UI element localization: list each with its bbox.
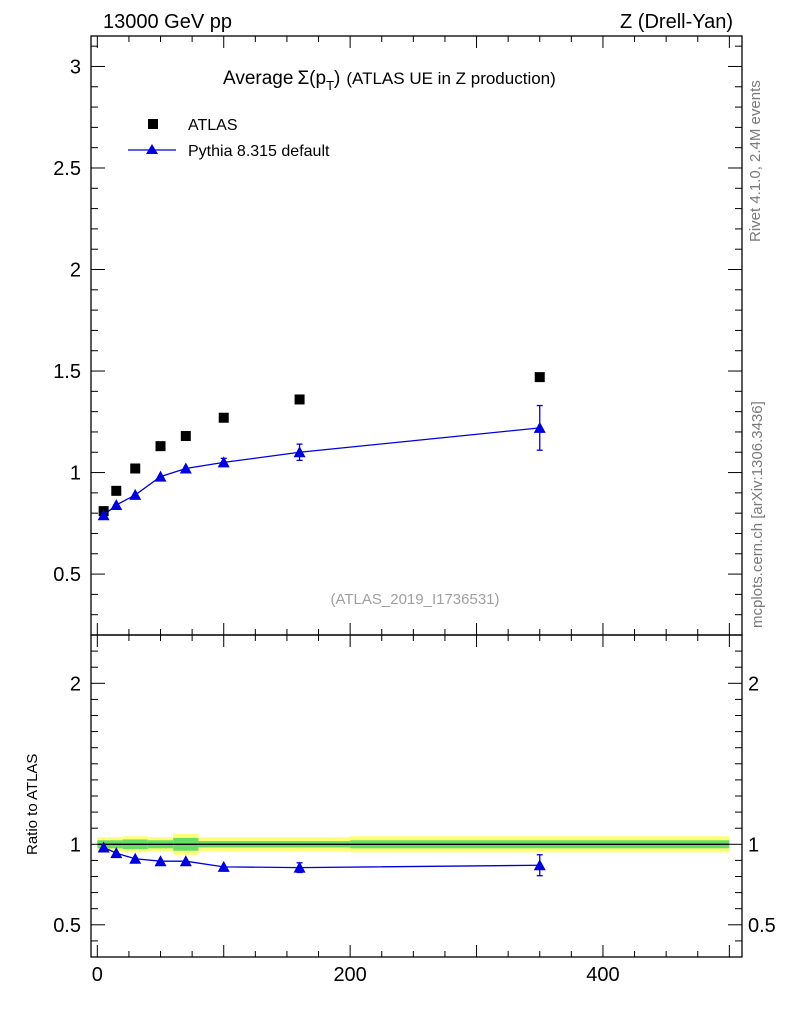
- pythia-ratio-point: [179, 855, 192, 867]
- pythia-data-point: [154, 470, 167, 482]
- rivet-version-label: Rivet 4.1.0, 2.4M events: [747, 80, 764, 242]
- y-tick-label: 2.5: [53, 158, 81, 180]
- header-right-label: Z (Drell-Yan): [620, 11, 733, 33]
- x-tick-label: 200: [333, 964, 366, 986]
- pythia-ratio-point: [154, 855, 167, 867]
- main-plot: 0.5 1 1.5 2 2.5 3: [53, 36, 742, 636]
- legend-pythia-label: Pythia 8.315 default: [188, 143, 330, 160]
- y-tick-label: 1: [70, 463, 81, 485]
- y-tick-label: 1: [70, 834, 81, 856]
- pythia-ratio-point: [97, 841, 110, 853]
- y-tick-label: 3: [70, 56, 81, 78]
- atlas-data-point: [294, 394, 305, 405]
- atlas-data-point: [111, 485, 122, 496]
- pythia-ratio-point: [217, 860, 230, 872]
- pythia-data-point: [293, 446, 306, 458]
- pythia-data-point: [110, 499, 123, 511]
- atlas-data-point: [155, 441, 166, 452]
- pythia-data-point: [533, 421, 546, 433]
- analysis-label: (ATLAS_2019_I1736531): [330, 591, 499, 608]
- atlas-data-point: [534, 372, 545, 383]
- pythia-data-point: [217, 456, 230, 468]
- y-tick-label: 1.5: [53, 361, 81, 383]
- x-tick-label: 0: [92, 964, 103, 986]
- ratio-y-axis-label: Ratio to ATLAS: [24, 754, 41, 855]
- legend: ATLAS Pythia 8.315 default: [128, 117, 330, 160]
- legend-atlas-marker: [148, 119, 158, 129]
- ratio-plot-frame: [90, 634, 743, 958]
- pythia-data-point: [179, 462, 192, 474]
- legend-pythia-marker: [146, 144, 158, 154]
- header-left-label: 13000 GeV pp: [103, 11, 232, 33]
- atlas-data-point: [130, 463, 141, 474]
- y-tick-label-right: 1: [748, 834, 759, 856]
- y-tick-label: 2: [70, 673, 81, 695]
- pythia-ratio-point: [110, 847, 123, 859]
- atlas-data-point: [180, 431, 191, 442]
- pythia-data-point: [129, 488, 142, 500]
- pythia-ratio-point: [533, 859, 546, 871]
- plot-title: Average Σ(pT) (ATLAS UE in Z production): [223, 68, 556, 93]
- y-tick-label-right: 0.5: [748, 915, 776, 937]
- pythia-ratio-point: [129, 852, 142, 864]
- ratio-plot: 0 200 400 0.5 0.5 1 1 2 2: [53, 635, 776, 986]
- y-tick-label: 2: [70, 260, 81, 282]
- pythia-ratio-point: [293, 861, 306, 873]
- atlas-data-point: [218, 412, 229, 423]
- y-tick-label: 0.5: [53, 564, 81, 586]
- y-tick-label-right: 2: [748, 673, 759, 695]
- y-tick-label: 0.5: [53, 915, 81, 937]
- pythia-line: [103, 427, 540, 516]
- pythia-data-point: [97, 509, 110, 521]
- x-tick-label: 400: [586, 964, 619, 986]
- legend-atlas-label: ATLAS: [188, 117, 238, 134]
- mcplots-reference-label: mcplots.cern.ch [arXiv:1306.3436]: [749, 401, 766, 628]
